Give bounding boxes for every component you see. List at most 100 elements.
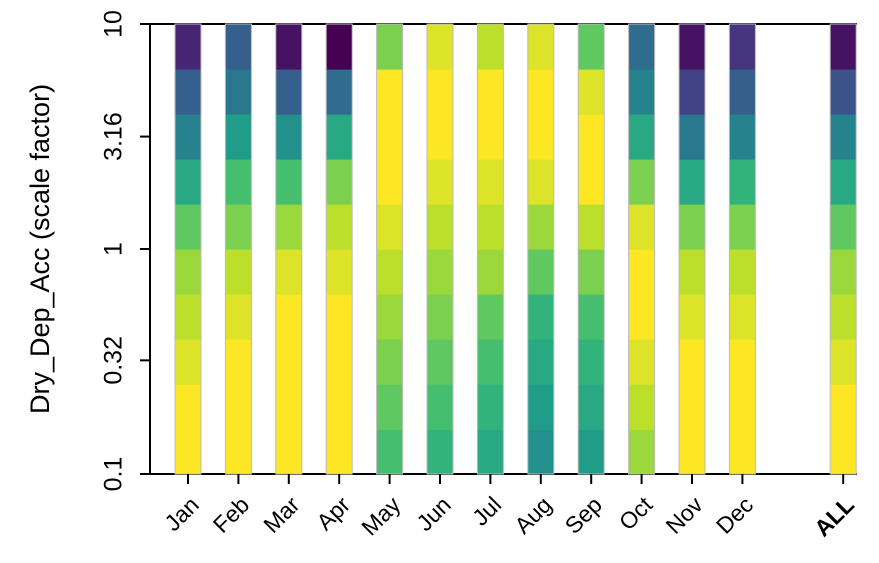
density-cell <box>175 68 201 115</box>
density-cell <box>729 339 756 385</box>
density-cell <box>175 24 201 70</box>
density-cell <box>830 68 857 115</box>
density-cell <box>527 293 554 340</box>
x-tick-label: Jul <box>467 491 506 530</box>
density-cell <box>477 114 504 160</box>
density-cell <box>326 429 353 475</box>
density-cell <box>275 203 302 250</box>
density-cell <box>175 339 201 385</box>
y-tick-label: 0.1 <box>100 457 128 492</box>
density-cell <box>477 293 504 340</box>
density-cell <box>427 429 453 475</box>
density-cell <box>578 68 605 115</box>
density-cell <box>628 429 655 475</box>
y-tick-label: 0.32 <box>100 336 128 385</box>
density-cell <box>628 114 655 160</box>
density-cell <box>376 384 403 430</box>
density-cell <box>679 339 705 385</box>
density-cell <box>275 339 302 385</box>
density-cell <box>376 293 403 340</box>
density-cell <box>578 249 605 295</box>
density-cell <box>427 249 453 295</box>
density-cell <box>477 158 504 205</box>
density-cell <box>376 339 403 385</box>
density-cell <box>527 384 554 430</box>
density-cell <box>225 384 252 430</box>
density-cell <box>830 384 857 430</box>
x-tick-label: Sep <box>560 491 607 538</box>
density-cell <box>326 293 353 340</box>
density-cell <box>578 384 605 430</box>
density-cell <box>225 114 252 160</box>
x-tick-label: Aug <box>509 491 556 538</box>
density-cell <box>275 114 302 160</box>
density-cell <box>830 429 857 475</box>
density-cell <box>326 339 353 385</box>
density-cell <box>477 24 504 70</box>
density-cell <box>628 293 655 340</box>
density-cell <box>729 203 756 250</box>
density-cell <box>628 384 655 430</box>
density-cell <box>628 68 655 115</box>
density-cell <box>275 384 302 430</box>
density-cell <box>729 429 756 475</box>
density-cell <box>376 158 403 205</box>
density-cell <box>578 293 605 340</box>
density-cell <box>729 293 756 340</box>
density-cell <box>679 114 705 160</box>
density-cell <box>527 158 554 205</box>
y-tick-label: 10 <box>100 10 128 38</box>
density-cell <box>628 24 655 70</box>
density-cell <box>427 339 453 385</box>
density-cell <box>376 24 403 70</box>
x-tick-label: Jan <box>159 491 204 536</box>
density-cell <box>326 249 353 295</box>
density-cell <box>477 203 504 250</box>
density-cell <box>679 158 705 205</box>
density-cell <box>225 429 252 475</box>
density-cell <box>679 429 705 475</box>
density-cell <box>175 114 201 160</box>
density-cell <box>427 68 453 115</box>
density-cell <box>527 429 554 475</box>
density-cell <box>427 384 453 430</box>
density-cell <box>326 114 353 160</box>
density-cell <box>477 68 504 115</box>
density-cell <box>326 384 353 430</box>
density-cell <box>527 24 554 70</box>
density-cell <box>175 203 201 250</box>
density-cell <box>729 249 756 295</box>
density-cell <box>326 203 353 250</box>
density-cell <box>830 203 857 250</box>
density-cell <box>225 203 252 250</box>
density-cell <box>376 429 403 475</box>
density-cell <box>830 114 857 160</box>
x-tick-label: Feb <box>208 491 254 537</box>
density-cell <box>275 429 302 475</box>
density-cell <box>628 339 655 385</box>
density-cell <box>679 384 705 430</box>
density-cell <box>275 158 302 205</box>
density-cell <box>679 293 705 340</box>
density-cell <box>175 158 201 205</box>
density-cell <box>275 249 302 295</box>
density-cell <box>376 114 403 160</box>
y-tick-label: 1 <box>100 242 128 256</box>
density-cell <box>175 293 201 340</box>
density-cell <box>729 384 756 430</box>
density-cell <box>477 429 504 475</box>
density-cell <box>477 339 504 385</box>
density-cell <box>578 158 605 205</box>
x-tick-label: Dec <box>711 491 758 538</box>
density-cell <box>427 203 453 250</box>
density-cell <box>225 249 252 295</box>
density-cell <box>527 68 554 115</box>
density-cell <box>225 293 252 340</box>
density-cell <box>527 114 554 160</box>
density-cell <box>225 339 252 385</box>
density-cell <box>729 68 756 115</box>
density-cell <box>326 158 353 205</box>
density-cell <box>729 158 756 205</box>
y-tick-label: 3.16 <box>100 112 128 161</box>
